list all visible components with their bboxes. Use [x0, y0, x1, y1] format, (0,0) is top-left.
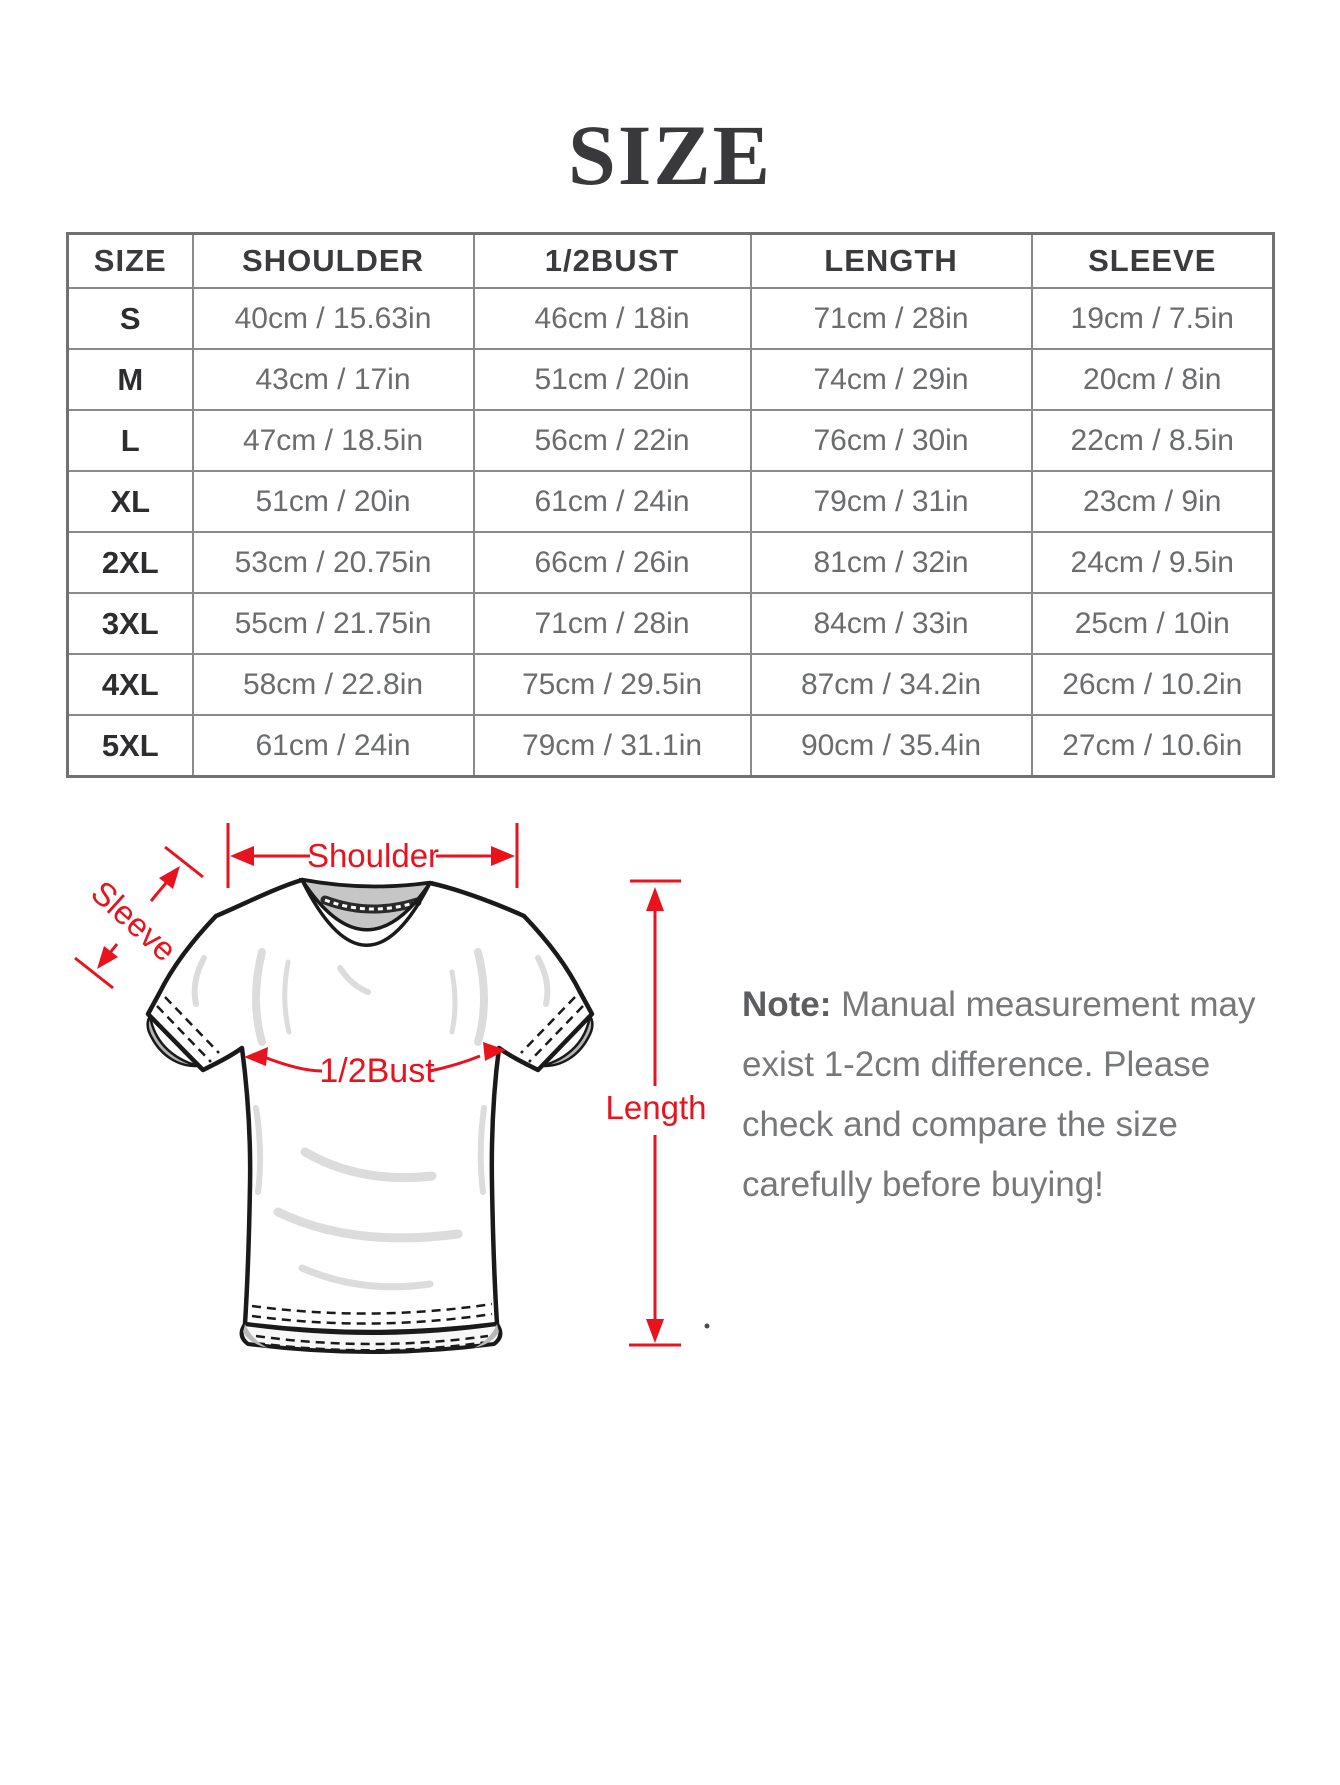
measurement-cell: 87cm / 34.2in [749, 653, 1033, 716]
size-table-header: SIZE SHOULDER 1/2BUST LENGTH SLEEVE [66, 232, 1275, 289]
right-cuff [520, 996, 594, 1068]
tshirt-measurement-diagram: Shoulder Sleeve 1/2Bust Length [74, 823, 710, 1354]
measurement-cell: 20cm / 8in [1030, 348, 1275, 411]
measurement-cell: 22cm / 8.5in [1030, 409, 1275, 472]
measurement-cell: 53cm / 20.75in [191, 531, 475, 594]
length-arrow: Length [606, 879, 707, 1347]
col-header-sleeve: SLEEVE [1030, 232, 1275, 289]
note-label: Note: [742, 985, 842, 1024]
collar [298, 877, 434, 947]
tshirt-illustration [145, 877, 595, 1354]
shoulder-label: Shoulder [307, 837, 439, 874]
measurement-cell: 55cm / 21.75in [191, 592, 475, 655]
page-title: SIZE [567, 107, 773, 203]
left-cuff [146, 996, 220, 1068]
size-cell: 2XL [66, 531, 194, 594]
measurement-cell: 19cm / 7.5in [1030, 287, 1275, 350]
length-label: Length [606, 1089, 707, 1126]
size-table-container: SIZE SHOULDER 1/2BUST LENGTH SLEEVE S 40… [66, 232, 1275, 778]
col-header-bust: 1/2BUST [472, 232, 752, 289]
size-cell: M [66, 348, 194, 411]
tshirt-body [145, 877, 595, 1335]
measurement-cell: 47cm / 18.5in [191, 409, 475, 472]
measurement-cell: 61cm / 24in [191, 714, 475, 778]
note-line: carefully before buying! [742, 1165, 1104, 1204]
size-table: SIZE SHOULDER 1/2BUST LENGTH SLEEVE S 40… [66, 232, 1275, 778]
table-row: M 43cm / 17in 51cm / 20in 74cm / 29in 20… [66, 348, 1275, 411]
measurement-cell: 81cm / 32in [749, 531, 1033, 594]
size-cell: 3XL [66, 592, 194, 655]
hem-roll [239, 1321, 503, 1354]
measurement-cell: 84cm / 33in [749, 592, 1033, 655]
size-cell: L [66, 409, 194, 472]
half-bust-label: 1/2Bust [319, 1052, 435, 1090]
measurement-cell: 27cm / 10.6in [1030, 714, 1275, 778]
hem-fold-left [243, 1324, 268, 1348]
table-row: 5XL 61cm / 24in 79cm / 31.1in 90cm / 35.… [66, 714, 1275, 778]
col-header-size: SIZE [66, 232, 194, 289]
table-row: S 40cm / 15.63in 46cm / 18in 71cm / 28in… [66, 287, 1275, 350]
measurement-cell: 51cm / 20in [191, 470, 475, 533]
measurement-cell: 23cm / 9in [1030, 470, 1275, 533]
measurement-cell: 26cm / 10.2in [1030, 653, 1275, 716]
note-line: Note: Manual measurement may [742, 985, 1256, 1024]
measurement-cell: 40cm / 15.63in [191, 287, 475, 350]
table-row: 4XL 58cm / 22.8in 75cm / 29.5in 87cm / 3… [66, 653, 1275, 716]
measurement-cell: 74cm / 29in [749, 348, 1033, 411]
col-header-length: LENGTH [749, 232, 1033, 289]
measurement-cell: 66cm / 26in [472, 531, 752, 594]
size-cell: S [66, 287, 194, 350]
measurement-cell: 61cm / 24in [472, 470, 752, 533]
measurement-cell: 58cm / 22.8in [191, 653, 475, 716]
table-row: XL 51cm / 20in 61cm / 24in 79cm / 31in 2… [66, 470, 1275, 533]
stray-dot [704, 1323, 710, 1329]
size-cell: 4XL [66, 653, 194, 716]
measurement-cell: 43cm / 17in [191, 348, 475, 411]
half-bust-arrow: 1/2Bust [244, 1042, 506, 1090]
table-row: L 47cm / 18.5in 56cm / 22in 76cm / 30in … [66, 409, 1275, 472]
size-cell: XL [66, 470, 194, 533]
measurement-cell: 56cm / 22in [472, 409, 752, 472]
measurement-cell: 25cm / 10in [1030, 592, 1275, 655]
hem-detail [239, 1302, 503, 1354]
header-row: SIZE SHOULDER 1/2BUST LENGTH SLEEVE [66, 232, 1275, 289]
table-row: 3XL 55cm / 21.75in 71cm / 28in 84cm / 33… [66, 592, 1275, 655]
measurement-cell: 75cm / 29.5in [472, 653, 752, 716]
shoulder-arrow: Shoulder [226, 823, 519, 888]
hem-fold-right [474, 1324, 499, 1348]
table-row: 2XL 53cm / 20.75in 66cm / 26in 81cm / 32… [66, 531, 1275, 594]
measurement-cell: 79cm / 31in [749, 470, 1033, 533]
fabric-wrinkles [191, 948, 551, 1291]
size-cell: 5XL [66, 714, 194, 778]
measurement-cell: 79cm / 31.1in [472, 714, 752, 778]
note-line: exist 1-2cm difference. Please [742, 1045, 1211, 1084]
note-line: check and compare the size [742, 1105, 1178, 1144]
measurement-cell: 76cm / 30in [749, 409, 1033, 472]
measurement-cell: 51cm / 20in [472, 348, 752, 411]
measurement-cell: 90cm / 35.4in [749, 714, 1033, 778]
measurement-cell: 24cm / 9.5in [1030, 531, 1275, 594]
sleeve-label: Sleeve [84, 873, 184, 968]
measurement-cell: 71cm / 28in [472, 592, 752, 655]
measurement-cell: 46cm / 18in [472, 287, 752, 350]
measurement-cell: 71cm / 28in [749, 287, 1033, 350]
col-header-shoulder: SHOULDER [191, 232, 475, 289]
size-table-body: S 40cm / 15.63in 46cm / 18in 71cm / 28in… [66, 287, 1275, 778]
measurement-note: Note: Manual measurement may exist 1-2cm … [742, 975, 1262, 1215]
